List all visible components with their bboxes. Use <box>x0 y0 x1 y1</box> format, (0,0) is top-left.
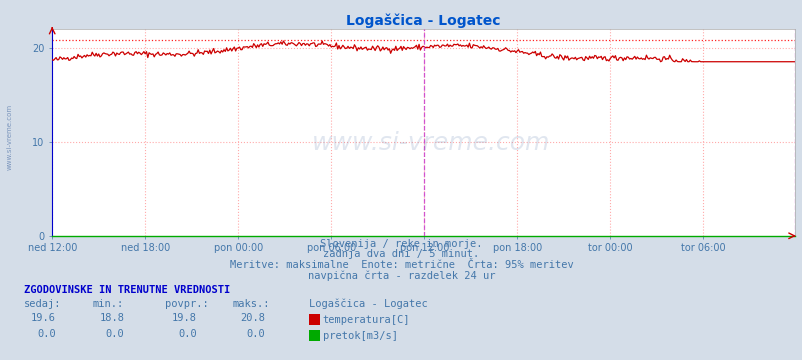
Text: 18.8: 18.8 <box>99 313 124 323</box>
Text: Slovenija / reke in morje.: Slovenija / reke in morje. <box>320 239 482 249</box>
Text: 0.0: 0.0 <box>246 329 265 339</box>
Text: zadnja dva dni / 5 minut.: zadnja dva dni / 5 minut. <box>323 249 479 260</box>
Text: pretok[m3/s]: pretok[m3/s] <box>322 331 397 341</box>
Text: 19.8: 19.8 <box>172 313 196 323</box>
Text: www.si-vreme.com: www.si-vreme.com <box>6 104 13 170</box>
Text: 19.6: 19.6 <box>31 313 56 323</box>
Text: 20.8: 20.8 <box>240 313 265 323</box>
Text: 0.0: 0.0 <box>178 329 196 339</box>
Text: maks.:: maks.: <box>233 299 270 309</box>
Text: Logaščica - Logatec: Logaščica - Logatec <box>309 298 427 309</box>
Text: www.si-vreme.com: www.si-vreme.com <box>312 131 550 155</box>
Text: 0.0: 0.0 <box>106 329 124 339</box>
Text: temperatura[C]: temperatura[C] <box>322 315 410 325</box>
Text: ZGODOVINSKE IN TRENUTNE VREDNOSTI: ZGODOVINSKE IN TRENUTNE VREDNOSTI <box>24 285 230 296</box>
Text: 0.0: 0.0 <box>38 329 56 339</box>
Text: min.:: min.: <box>92 299 124 309</box>
Text: Meritve: maksimalne  Enote: metrične  Črta: 95% meritev: Meritve: maksimalne Enote: metrične Črta… <box>229 260 573 270</box>
Text: navpična črta - razdelek 24 ur: navpična črta - razdelek 24 ur <box>307 270 495 281</box>
Text: sedaj:: sedaj: <box>24 299 62 309</box>
Title: Logaščica - Logatec: Logaščica - Logatec <box>346 13 500 28</box>
Text: povpr.:: povpr.: <box>164 299 208 309</box>
